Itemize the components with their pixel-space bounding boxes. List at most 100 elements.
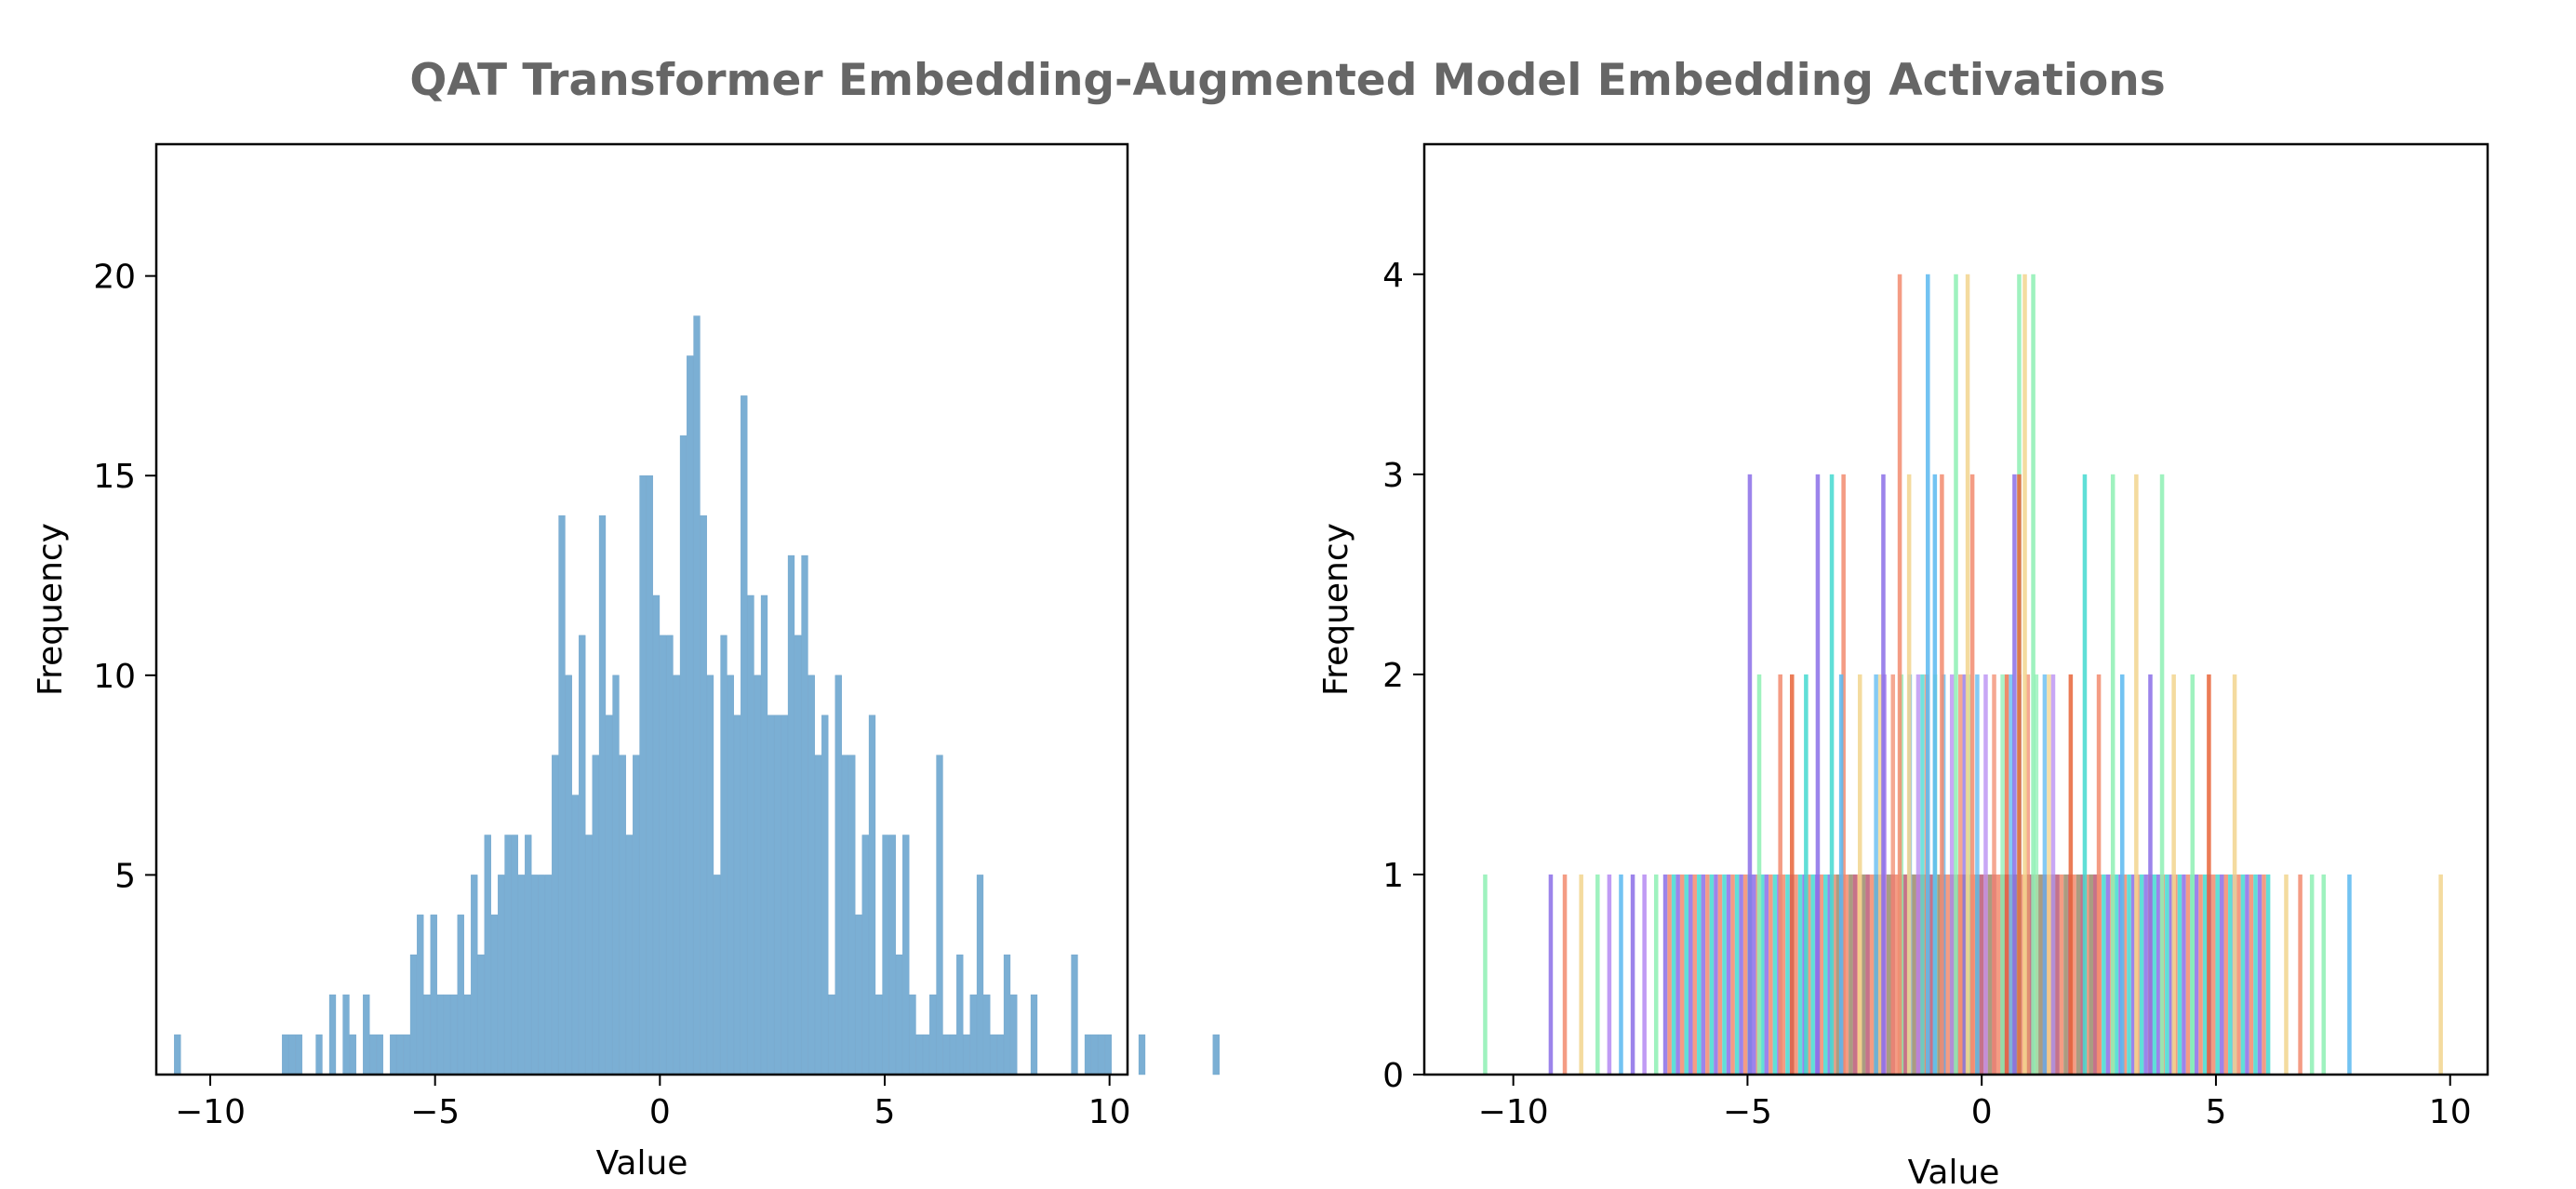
histogram-bar [956,955,964,1075]
left-y-ticks: 5 10 15 20 [93,259,156,895]
histogram-bar [1975,674,1980,1075]
histogram-bar [288,1034,296,1075]
histogram-bar [1619,874,1623,1075]
histogram-bar [963,1034,970,1075]
histogram-bar [1722,874,1727,1075]
histogram-bar [2171,674,2176,1075]
histogram-bar [1714,874,1718,1075]
histogram-bar [1730,874,1735,1075]
histogram-bar [1675,874,1680,1075]
y-tick-label: 20 [93,259,136,297]
histogram-bar [1995,874,2001,1075]
histogram-bar [929,994,937,1075]
histogram-bar [1903,874,1908,1075]
histogram-bar [2257,874,2262,1075]
histogram-bar [517,875,526,1075]
histogram-bar [1679,874,1685,1075]
histogram-bar [922,1034,930,1075]
histogram-bar [1671,874,1676,1075]
histogram-bar [767,715,775,1075]
histogram-bar [2240,874,2246,1075]
histogram-bar [1810,874,1815,1075]
histogram-bar [625,835,634,1075]
histogram-bar [1764,874,1769,1075]
histogram-bar [969,994,977,1075]
histogram-bar [1684,874,1688,1075]
histogram-bar [2096,674,2102,1075]
histogram-bar [915,1034,923,1075]
histogram-bar [612,675,620,1075]
histogram-bar [538,875,545,1075]
right-x-axis-label: Value [1908,1154,2000,1189]
y-tick-label: 2 [1382,657,1404,695]
right-histogram-bars [1483,274,2443,1075]
histogram-bar [282,1034,289,1075]
histogram-bar [1937,874,1942,1075]
histogram-bar [504,835,512,1075]
histogram-bar [1781,874,1786,1075]
histogram-bar [1778,674,1782,1075]
histogram-bar [544,875,553,1075]
histogram-bar [2143,874,2148,1075]
histogram-bar [936,755,943,1075]
histogram-bar [409,955,418,1075]
histogram-bar [2063,874,2068,1075]
histogram-bar [2130,874,2136,1075]
histogram-bar [1929,874,1933,1075]
x-tick-label: 10 [2429,1093,2472,1131]
histogram-bar [2210,874,2216,1075]
y-tick-label: 4 [1382,257,1404,295]
histogram-bar [1945,874,1950,1075]
histogram-bar [315,1034,323,1075]
histogram-bar [909,994,916,1075]
histogram-bar [1806,874,1811,1075]
histogram-bar [660,635,667,1075]
histogram-bar [1701,874,1706,1075]
histogram-bar [2110,474,2116,1075]
histogram-bar [1849,874,1853,1075]
x-tick-label: 5 [874,1093,896,1131]
histogram-bar [2438,874,2443,1075]
left-y-axis-label: Frequency [32,523,70,696]
histogram-bar [868,715,876,1075]
histogram-bar [2249,874,2254,1075]
histogram-bar [2347,874,2352,1075]
histogram-bar [687,355,694,1075]
histogram-bar [1861,874,1866,1075]
histogram-bar [2185,874,2191,1075]
histogram-bar [2265,874,2271,1075]
histogram-bar [646,475,653,1075]
histogram-bar [2298,874,2302,1075]
y-tick-label: 3 [1382,457,1404,495]
histogram-bar [2031,274,2035,1075]
histogram-bar [1760,874,1765,1075]
histogram-bar [328,994,337,1075]
histogram-bar [463,994,472,1075]
histogram-bar [1772,874,1778,1075]
histogram-bar [1890,674,1896,1075]
histogram-bar [1138,1034,1146,1075]
histogram-bar [2245,874,2249,1075]
histogram-bar [2068,674,2074,1075]
histogram-bar [1895,874,1900,1075]
histogram-bar [1940,474,1944,1075]
histogram-bar [1926,274,1930,1075]
histogram-bar [693,315,701,1075]
histogram-bar [2207,674,2211,1075]
histogram-bar [1877,674,1883,1075]
left-x-ticks: −10 −5 0 5 10 [175,1075,1131,1131]
histogram-bar [2114,874,2119,1075]
right-x-ticks: −10 −5 0 5 10 [1478,1075,2472,1131]
histogram-bar [666,635,674,1075]
histogram-bar [2177,874,2182,1075]
right-histogram-panel: −10 −5 0 5 10 0 1 2 3 4 Value Frequency [1317,142,2489,1189]
histogram-bar [875,994,883,1075]
histogram-bar [1104,1034,1112,1075]
histogram-bar [1844,874,1849,1075]
histogram-bar [598,514,607,1075]
histogram-bar [592,755,599,1075]
histogram-bar [2215,874,2220,1075]
histogram-bar [727,675,734,1075]
histogram-bar [2156,874,2161,1075]
